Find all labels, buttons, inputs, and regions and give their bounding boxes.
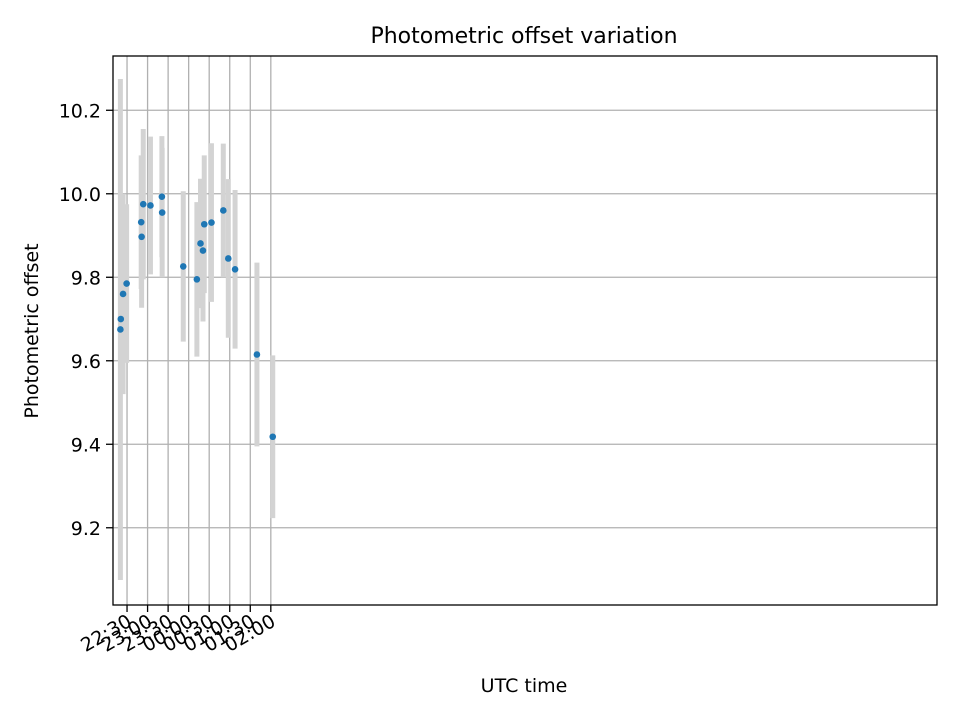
data-point [269,433,277,441]
y-tick-label: 10.0 [59,184,101,206]
data-point [231,266,239,273]
data-point [138,233,145,241]
y-tick-label: 10.2 [59,100,101,122]
data-point [208,219,215,226]
data-point [119,290,127,298]
grid [113,56,937,605]
data-point [193,276,201,283]
data-point [137,218,145,226]
data-point [200,220,208,228]
chart-title: Photometric offset variation [370,24,677,49]
y-tick-label: 9.8 [71,267,101,289]
data-point [199,247,207,254]
y-axis-label: Photometric offset [21,243,43,418]
plot-frame [112,55,938,606]
data-point [158,193,166,200]
data-point [253,351,261,358]
data-point [197,240,204,247]
data-point [117,315,125,323]
y-axis-ticks: 9.2 9.4 9.6 9.8 10.0 10.2 [59,100,113,540]
data-point [123,280,130,287]
data-point [224,255,232,262]
data-point [147,202,154,209]
data-points [117,193,277,441]
y-tick-label: 9.6 [71,351,101,373]
data-point [139,200,147,208]
data-point [220,207,227,214]
y-tick-label: 9.2 [71,518,101,540]
data-point [179,263,187,270]
x-axis-label: UTC time [481,675,568,697]
data-point [117,326,124,333]
y-tick-label: 9.4 [71,434,101,456]
data-point [158,209,166,216]
